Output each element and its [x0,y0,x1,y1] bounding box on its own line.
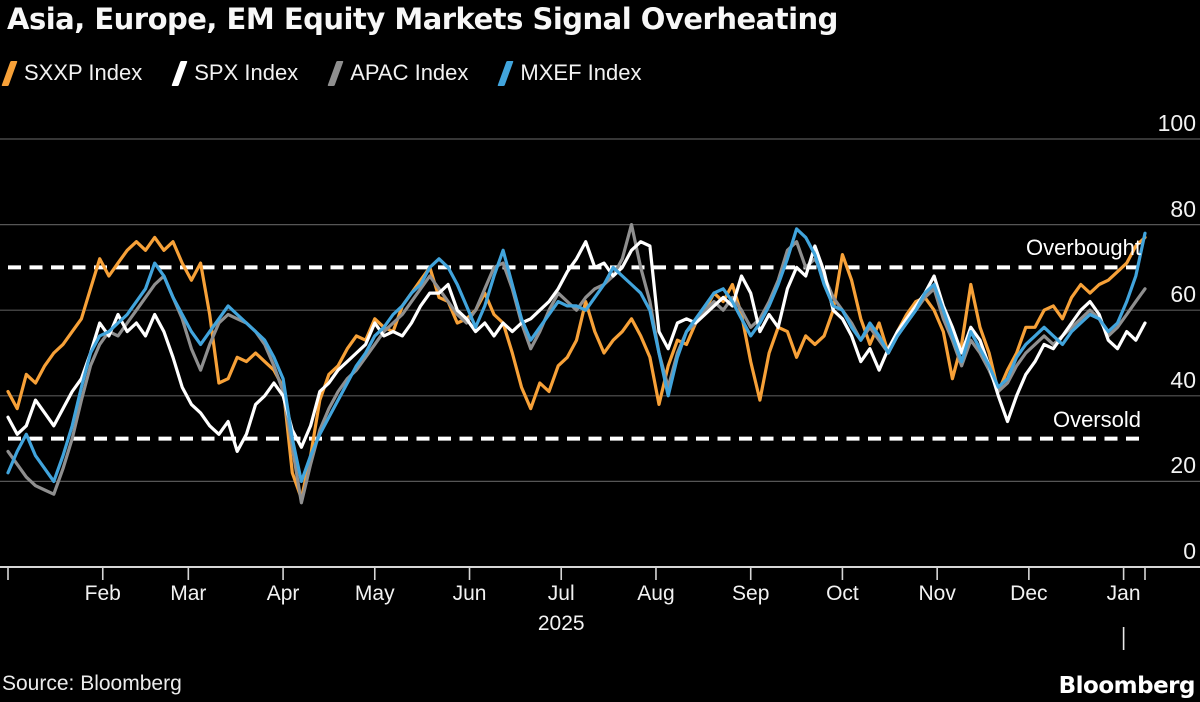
legend-item-apac: APAC Index [327,60,469,86]
apac-line-swatch-icon [327,60,344,86]
x-axis-label: May [354,582,395,605]
legend-label-mxef: MXEF Index [520,60,642,85]
x-axis-label: Feb [84,582,121,605]
x-axis-label: Jan [1106,582,1141,605]
legend-label-spx: SPX Index [194,60,299,85]
y-axis-label: 20 [1170,452,1196,479]
x-axis-label: Apr [266,582,300,605]
y-axis-label: 60 [1170,281,1196,308]
y-axis-label: 100 [1157,110,1196,136]
legend-label-sxxp: SXXP Index [24,60,143,85]
x-axis-label: Sep [732,582,770,605]
source-credit: Source: Bloomberg [2,672,182,695]
legend-label-apac: APAC Index [350,60,469,85]
chart-title: Asia, Europe, EM Equity Markets Signal O… [7,2,838,36]
x-axis-label: Jul [547,582,575,605]
x-axis-label: Oct [826,582,859,605]
oversold-annotation: Oversold [1052,406,1141,432]
x-axis-label: Dec [1010,582,1048,605]
legend-item-mxef: MXEF Index [497,60,642,86]
overbought-annotation: Overbought [1026,235,1141,261]
mxef-line-swatch-icon [497,60,514,86]
x-axis-year-label: 2025 [537,612,585,635]
y-axis-label: 40 [1170,366,1196,393]
x-axis-label: Mar [170,582,207,605]
y-axis-label: 80 [1170,195,1196,222]
x-axis-label: Jun [452,582,487,605]
legend-item-sxxp: SXXP Index [1,60,143,86]
y-axis-label: 0 [1183,538,1196,564]
spx-line-swatch-icon [171,60,188,86]
chart-legend: SXXP Index SPX Index APAC Index MXEF Ind… [1,60,642,86]
bloomberg-logo: Bloomberg [1058,673,1196,699]
x-axis-label: Aug [637,582,675,605]
x-axis-label: Nov [918,582,956,605]
legend-item-spx: SPX Index [171,60,299,86]
